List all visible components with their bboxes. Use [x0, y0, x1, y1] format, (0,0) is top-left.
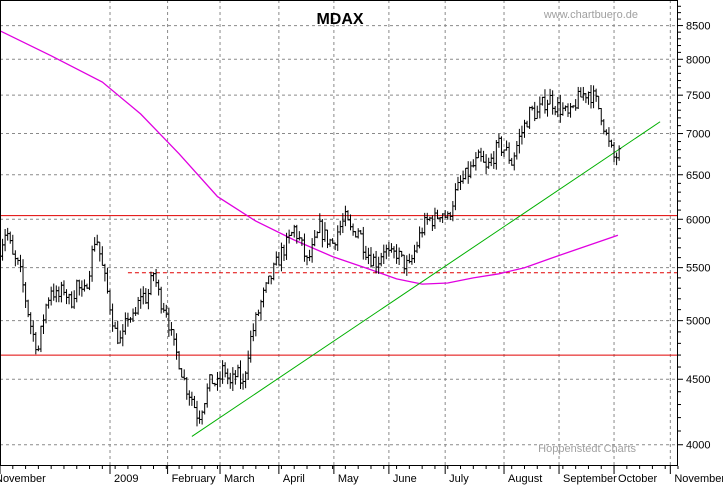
chart-title: MDAX	[316, 11, 363, 28]
watermark-text: www.chartbuero.de	[543, 9, 638, 21]
x-month-label: April	[283, 473, 305, 485]
grid-layer	[0, 0, 678, 466]
y-tick-label: 7500	[686, 90, 710, 102]
y-tick-label: 8500	[686, 21, 710, 33]
y-tick-label: 5000	[686, 316, 710, 328]
series-layer	[0, 30, 678, 437]
y-tick-label: 6000	[686, 214, 710, 226]
trendline	[191, 121, 661, 437]
plot-frame	[0, 0, 678, 466]
x-month-label: March	[224, 473, 255, 485]
x-month-label: February	[172, 473, 217, 485]
x-month-label: October	[618, 473, 657, 485]
y-tick-label: 8000	[686, 54, 710, 66]
y-tick-label: 4500	[686, 374, 710, 386]
x-month-label: November	[674, 473, 723, 485]
x-month-label: May	[338, 473, 359, 485]
x-month-label: November	[0, 473, 46, 485]
y-tick-label: 4000	[686, 440, 710, 452]
source-credit: Hoppenstedt Charts	[538, 443, 636, 455]
y-tick-label: 6500	[686, 170, 710, 182]
moving-average-line	[0, 30, 619, 285]
x-month-label: June	[393, 473, 417, 485]
x-month-label: 2009	[114, 473, 138, 485]
y-tick-label: 5500	[686, 263, 710, 275]
y-tick-label: 7000	[686, 129, 710, 141]
x-month-label: August	[508, 473, 542, 485]
x-month-label: July	[449, 473, 469, 485]
x-month-label: September	[563, 473, 617, 485]
